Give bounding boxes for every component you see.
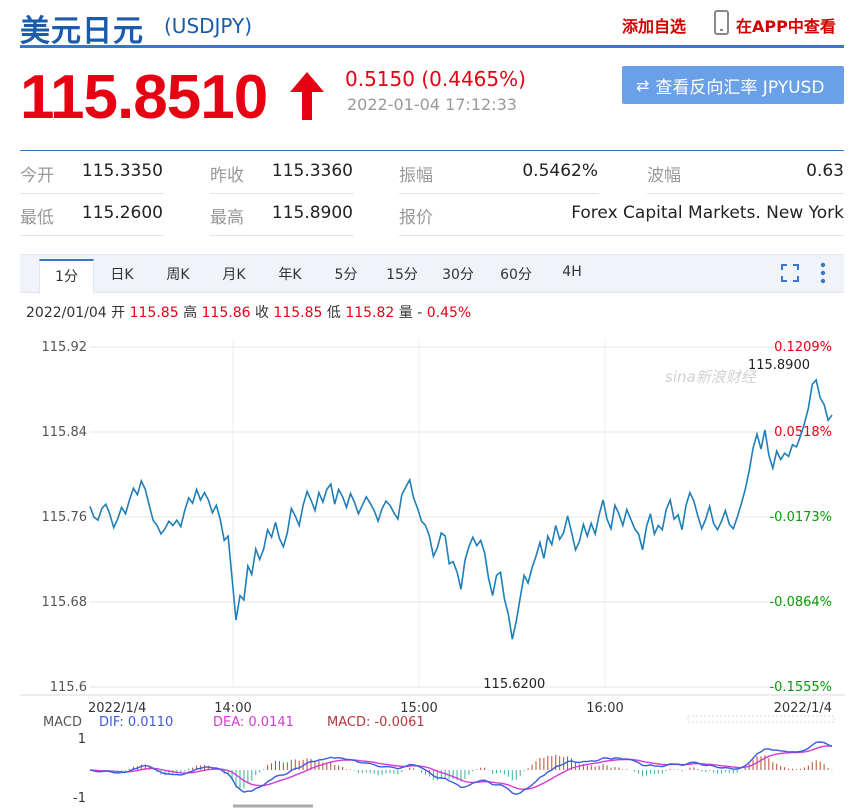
- stat-value-quote-source: Forex Capital Markets. New York: [571, 203, 844, 223]
- y-tick-label: 115.76: [42, 510, 88, 525]
- pair-code: (USDJPY): [164, 14, 253, 38]
- x-tick-label: 16:00: [586, 701, 623, 716]
- reverse-rate-label: 查看反向汇率 JPYUSD: [655, 77, 825, 98]
- y-tick-label: 115.84: [42, 425, 88, 440]
- pct-tick-label: 0.0518%: [774, 425, 832, 440]
- ohlc-low-label: 低: [326, 305, 341, 321]
- tab-weekly[interactable]: 周K: [166, 267, 190, 283]
- x-tick-label: 2022/1/4: [88, 701, 146, 716]
- y-tick-label: 115.68: [42, 595, 88, 610]
- tab-1min[interactable]: 1分: [39, 259, 94, 294]
- high-annotation: 115.8900: [748, 358, 810, 373]
- phone-icon: [714, 10, 729, 35]
- tab-monthly[interactable]: 月K: [222, 267, 246, 283]
- fullscreen-icon[interactable]: [781, 264, 799, 282]
- pct-tick-label: 0.1209%: [774, 340, 832, 355]
- stat-value-high: 115.8900: [271, 203, 353, 223]
- y-tick-label: 115.92: [42, 340, 88, 355]
- quote-time: 2022-01-04 17:12:33: [347, 95, 517, 114]
- ohlc-high: 115.86: [201, 305, 251, 321]
- stat-label-prev-close: 昨收: [210, 166, 244, 186]
- x-tick-label: 2022/1/4: [774, 701, 832, 716]
- range-scroller: [687, 715, 835, 723]
- macd-value-label: MACD: -0.0061: [327, 715, 425, 730]
- macd-dea-label: DEA: 0.0141: [213, 715, 294, 730]
- stat-value-amplitude: 0.5462%: [522, 161, 598, 181]
- more-vertical-icon[interactable]: [820, 262, 826, 284]
- pair-name: 美元日元: [20, 14, 144, 49]
- ohlc-open-label: 开: [111, 305, 126, 321]
- ohlc-open: 115.85: [129, 305, 179, 321]
- ohlc-date: 2022/01/04: [26, 305, 107, 321]
- stat-label-low: 最低: [20, 208, 54, 228]
- stat-label-high: 最高: [210, 208, 244, 228]
- tab-4h[interactable]: 4H: [562, 264, 582, 280]
- ohlc-high-label: 高: [183, 305, 198, 321]
- view-in-app-link[interactable]: 在APP中查看: [736, 17, 836, 36]
- ohlc-volume-label: 量: [398, 305, 413, 321]
- price-line-series: [89, 378, 833, 640]
- up-arrow-icon: [290, 72, 324, 120]
- low-annotation: 115.6200: [483, 677, 545, 692]
- pct-tick-label: -0.0864%: [769, 595, 832, 610]
- quote-header: 美元日元 (USDJPY) 添加自选 在APP中查看: [20, 0, 844, 49]
- tab-60min[interactable]: 60分: [500, 267, 532, 283]
- stat-value-range: 0.63: [806, 161, 844, 181]
- ohlc-close-label: 收: [254, 305, 269, 321]
- macd-y-tick: 1: [78, 732, 86, 747]
- add-favorite-link[interactable]: 添加自选: [622, 17, 687, 36]
- stat-value-low: 115.2600: [81, 203, 163, 223]
- stat-value-open: 115.3350: [81, 161, 163, 181]
- stats-panel: 今开 115.3350 昨收 115.3360 振幅 0.5462% 波幅 0.…: [20, 150, 844, 236]
- stat-value-prev-close: 115.3360: [271, 161, 353, 181]
- ohlc-low: 115.82: [345, 305, 395, 321]
- stat-label-amplitude: 振幅: [399, 166, 433, 186]
- ohlc-summary: 2022/01/04 开 115.85 高 115.86 收 115.85 低 …: [26, 302, 471, 322]
- stat-label-open: 今开: [20, 166, 54, 186]
- tab-15min[interactable]: 15分: [386, 267, 418, 283]
- tab-yearly[interactable]: 年K: [278, 267, 302, 283]
- y-tick-label: 115.6: [50, 680, 87, 695]
- stat-label-range: 波幅: [647, 166, 681, 186]
- macd-y-tick: -1: [73, 791, 86, 806]
- price-change: 0.5150 (0.4465%): [345, 67, 526, 91]
- pct-tick-label: -0.1555%: [769, 680, 832, 695]
- reverse-rate-button[interactable]: ⇄ 查看反向汇率 JPYUSD: [622, 66, 844, 104]
- ohlc-volume: -: [417, 305, 423, 321]
- tab-5min[interactable]: 5分: [334, 267, 358, 283]
- intraday-chart[interactable]: 115.92 115.84 115.76 115.68 115.6 0.1209% 0.05…: [0, 330, 865, 808]
- macd-dea-line: [89, 745, 833, 790]
- ohlc-change: 0.45%: [426, 305, 472, 321]
- x-tick-label: 15:00: [400, 701, 437, 716]
- current-price: 115.8510: [20, 63, 268, 132]
- period-tabs: 1分 日K 周K 月K 年K 5分 15分 30分 60分 4H: [20, 254, 844, 294]
- macd-dif-line: [89, 741, 833, 796]
- swap-icon: ⇄: [636, 75, 650, 95]
- ohlc-close: 115.85: [273, 305, 323, 321]
- macd-dif-label: DIF: 0.0110: [99, 715, 173, 730]
- tab-daily[interactable]: 日K: [110, 267, 134, 283]
- tab-30min[interactable]: 30分: [442, 267, 474, 283]
- sina-watermark: sina新浪财经: [665, 368, 758, 386]
- x-tick-label: 14:00: [214, 701, 251, 716]
- pct-tick-label: -0.0173%: [769, 510, 832, 525]
- macd-label: MACD: [43, 715, 82, 730]
- stat-label-quote-source: 报价: [399, 208, 433, 228]
